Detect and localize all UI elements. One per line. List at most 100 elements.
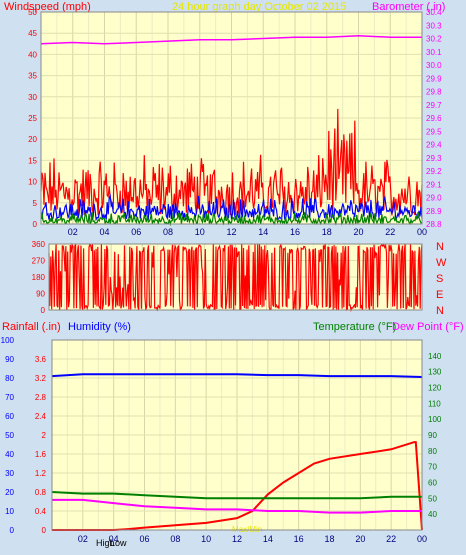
humidity-tick-label: 70 <box>5 393 14 402</box>
panel3-x-tick-label: 12 <box>232 534 242 544</box>
panel3-x-tick-label: 04 <box>109 534 119 544</box>
barometer-tick-label: 30.2 <box>426 35 442 44</box>
panel3-x-tick-label: 06 <box>139 534 149 544</box>
temperature-tick-label: 90 <box>428 431 437 440</box>
panel3-x-tick-label: 02 <box>78 534 88 544</box>
wind-direction-tick-label: 360 <box>32 240 46 249</box>
rainfall-tick-label: 0 <box>42 526 47 535</box>
panel1-x-tick-label: 00 <box>417 227 427 237</box>
barometer-tick-label: 29.8 <box>426 88 442 97</box>
panel3-x-tick-label: 10 <box>201 534 211 544</box>
barometer-tick-label: 29.2 <box>426 167 442 176</box>
humidity-tick-label: 40 <box>5 450 14 459</box>
humidity-tick-label: 10 <box>5 507 14 516</box>
barometer-tick-label: 29.9 <box>426 74 442 83</box>
panel1-x-tick-label: 22 <box>385 227 395 237</box>
barometer-tick-label: 28.9 <box>426 207 442 216</box>
wind-direction-tick-label: 180 <box>32 273 46 282</box>
panel1-x-tick-label: 18 <box>322 227 332 237</box>
humidity-axis-title: Humidity (%) <box>68 321 131 333</box>
temperature-tick-label: 60 <box>428 479 437 488</box>
barometer-tick-label: 30.4 <box>426 8 442 17</box>
wind-direction-tick-label: 0 <box>41 306 46 315</box>
windspeed-tick-label: 30 <box>28 93 37 102</box>
windspeed-tick-label: 20 <box>28 135 37 144</box>
barometer-tick-label: 29.7 <box>426 101 442 110</box>
barometer-tick-label: 29.5 <box>426 127 442 136</box>
direction-label-w: W <box>436 257 447 269</box>
windspeed-tick-label: 5 <box>33 199 38 208</box>
rainfall-tick-label: 2.8 <box>35 393 47 402</box>
panel3-x-tick-label: 08 <box>170 534 180 544</box>
panel1-x-tick-label: 06 <box>131 227 141 237</box>
barometer-tick-label: 30.0 <box>426 61 442 70</box>
wind-direction-tick-label: 270 <box>32 257 46 266</box>
temperature-tick-label: 120 <box>428 384 442 393</box>
rainfall-tick-label: 2.4 <box>35 412 47 421</box>
humidity-tick-label: 100 <box>1 336 15 345</box>
barometer-tick-label: 30.1 <box>426 48 442 57</box>
panel3-x-tick-label: 00 <box>417 534 427 544</box>
rainfall-tick-label: 0.4 <box>35 507 47 516</box>
rainfall-tick-label: 0.8 <box>35 488 47 497</box>
barometer-tick-label: 29.0 <box>426 194 442 203</box>
temperature-tick-label: 50 <box>428 494 437 503</box>
barometer-tick-label: 29.1 <box>426 180 442 189</box>
windspeed-axis-title: Windspeed (mph) <box>4 1 91 13</box>
temperature-tick-label: 110 <box>428 399 441 408</box>
temperature-tick-label: 100 <box>428 415 442 424</box>
panel1-x-tick-label: 02 <box>68 227 78 237</box>
barometer-tick-label: 29.3 <box>426 154 442 163</box>
direction-label-e: E <box>436 289 443 301</box>
temperature-axis-title: Temperature (°F) <box>313 321 396 333</box>
panel1-x-tick-label: 20 <box>353 227 363 237</box>
barometer-tick-label: 30.3 <box>426 21 442 30</box>
rainfall-tick-label: 1.2 <box>35 469 47 478</box>
rainfall-axis-title: Rainfall (.in) <box>2 321 61 333</box>
humidity-tick-label: 90 <box>5 355 14 364</box>
windspeed-tick-label: 40 <box>28 50 37 59</box>
temperature-tick-label: 140 <box>428 352 442 361</box>
humidity-tick-label: 60 <box>5 412 14 421</box>
wind-direction-tick-label: 90 <box>36 290 45 299</box>
panel1-x-tick-label: 12 <box>226 227 236 237</box>
barometer-tick-label: 29.6 <box>426 114 442 123</box>
direction-label-n-top: N <box>436 241 444 253</box>
rainfall-tick-label: 3.6 <box>35 355 47 364</box>
rainfall-tick-label: 2 <box>42 431 47 440</box>
windspeed-tick-label: 15 <box>28 156 37 165</box>
windspeed-tick-label: 10 <box>28 178 37 187</box>
barometer-tick-label: 28.8 <box>426 220 442 229</box>
panel3-x-tick-label: 22 <box>386 534 396 544</box>
humidity-tick-label: 0 <box>10 526 15 535</box>
panel1-x-tick-label: 08 <box>163 227 173 237</box>
temperature-tick-label: 40 <box>428 510 437 519</box>
windspeed-tick-label: 45 <box>28 29 37 38</box>
panel1-x-tick-label: 10 <box>195 227 205 237</box>
chart-title: 24 hour graph day October 02 2015 <box>172 1 346 13</box>
direction-label-n-bottom: N <box>436 305 444 317</box>
panel3-x-tick-label: 16 <box>294 534 304 544</box>
humidity-tick-label: 30 <box>5 469 14 478</box>
temperature-tick-label: 80 <box>428 447 437 456</box>
panel1-x-tick-label: 14 <box>258 227 268 237</box>
rainfall-tick-label: 3.2 <box>35 374 47 383</box>
panel3-x-tick-label: 20 <box>355 534 365 544</box>
temperature-tick-label: 130 <box>428 368 442 377</box>
barometer-tick-label: 29.4 <box>426 141 442 150</box>
panel1-x-tick-label: 16 <box>290 227 300 237</box>
humidity-tick-label: 20 <box>5 488 14 497</box>
panel3-x-tick-label: 14 <box>263 534 273 544</box>
humidity-tick-label: 50 <box>5 431 14 440</box>
direction-label-s: S <box>436 273 443 285</box>
windspeed-tick-label: 25 <box>28 114 37 123</box>
panel1-x-tick-label: 04 <box>99 227 109 237</box>
panel3-x-tick-label: 18 <box>324 534 334 544</box>
windspeed-tick-label: 50 <box>28 8 37 17</box>
rainfall-tick-label: 1.6 <box>35 450 47 459</box>
temperature-tick-label: 70 <box>428 463 437 472</box>
dewpoint-axis-title: Dew Point (°F) <box>392 321 464 333</box>
windspeed-tick-label: 35 <box>28 72 37 81</box>
windspeed-tick-label: 0 <box>33 220 38 229</box>
